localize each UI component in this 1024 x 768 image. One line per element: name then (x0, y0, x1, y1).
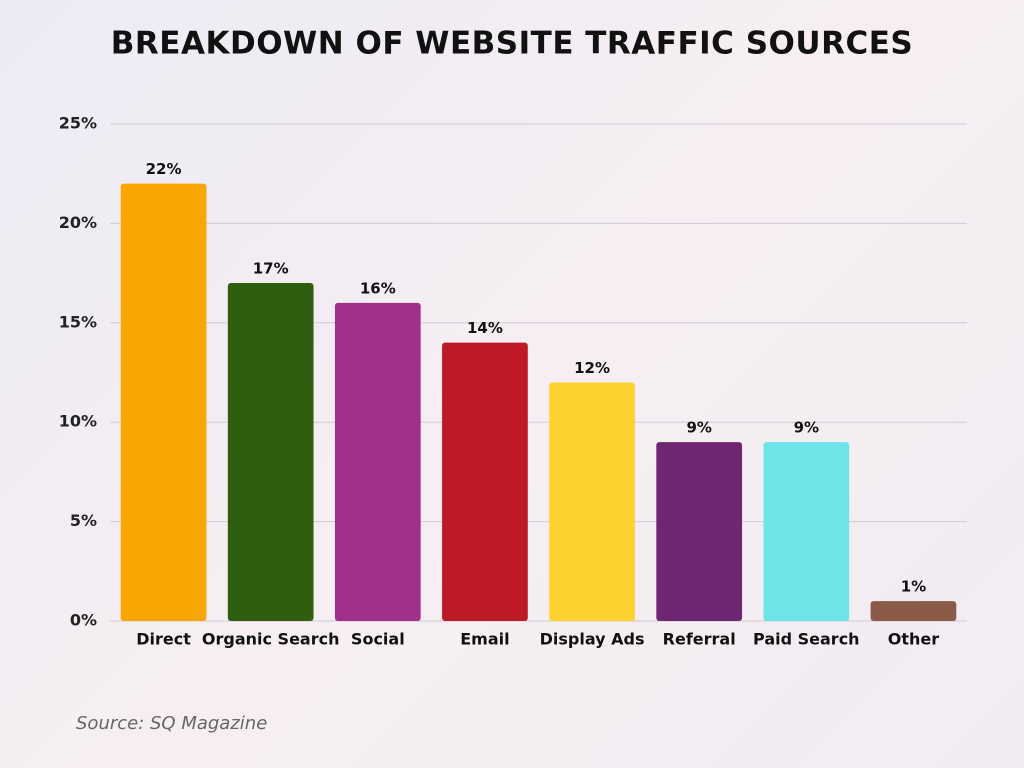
x-tick-label: Organic Search (202, 630, 340, 649)
bar (763, 442, 850, 621)
value-label: 1% (901, 578, 926, 596)
x-tick-label: Other (888, 630, 939, 649)
y-tick-label: 20% (59, 213, 97, 232)
bar (656, 442, 743, 621)
x-tick-label: Referral (663, 630, 736, 649)
value-label: 9% (686, 419, 711, 437)
y-tick-label: 25% (59, 114, 97, 133)
value-label: 14% (467, 319, 503, 337)
value-label: 17% (253, 260, 289, 278)
bar (120, 183, 207, 621)
y-tick-label: 5% (70, 511, 97, 530)
value-label: 9% (794, 419, 819, 437)
value-label: 22% (146, 160, 182, 178)
bar (549, 382, 635, 621)
x-tick-label: Direct (136, 630, 191, 649)
chart-title: BREAKDOWN OF WEBSITE TRAFFIC SOURCES (111, 26, 913, 62)
y-tick-label: 0% (70, 611, 97, 630)
y-tick-label: 15% (59, 312, 97, 331)
bar (442, 342, 528, 621)
bar (870, 601, 957, 621)
x-tick-label: Display Ads (540, 630, 645, 649)
bar (334, 302, 421, 621)
source-note: Source: SQ Magazine (76, 713, 267, 734)
value-label: 12% (574, 359, 610, 377)
y-tick-label: 10% (59, 412, 97, 431)
x-tick-label: Email (460, 630, 509, 649)
bar (227, 283, 314, 621)
x-tick-label: Social (351, 630, 405, 649)
x-tick-label: Paid Search (753, 630, 860, 649)
value-label: 16% (360, 279, 396, 297)
